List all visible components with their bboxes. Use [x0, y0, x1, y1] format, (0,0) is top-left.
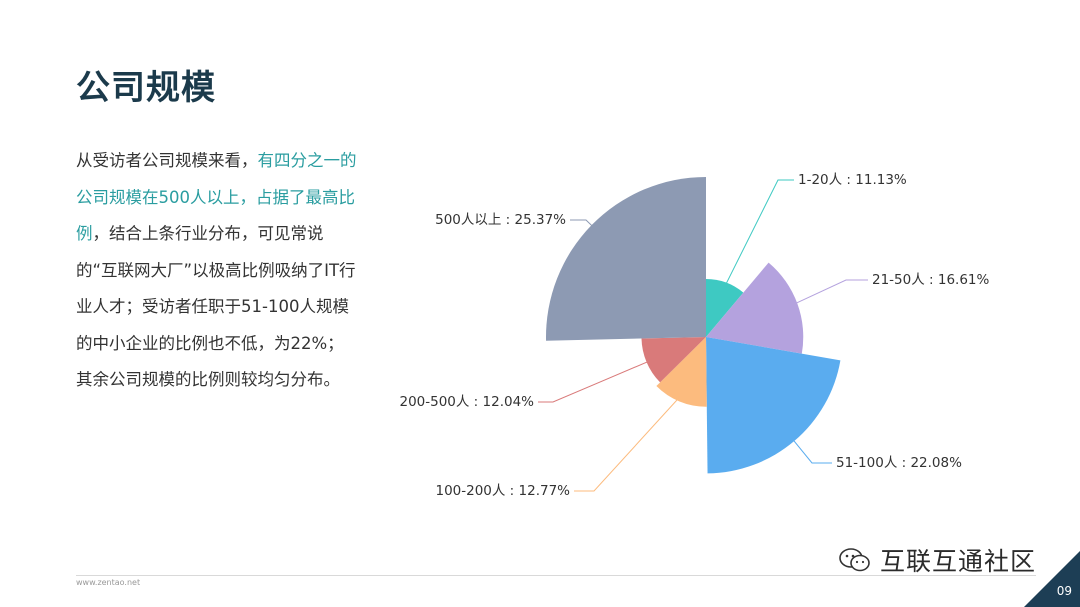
slice-label-3: 51-100人 : 22.08% [836, 455, 962, 471]
pie-slice-4 [656, 337, 707, 407]
footer-divider [76, 575, 1036, 576]
description-text-2: ，结合上条行业分布，可见常说的“互联网大厂”以极高比例吸纳了IT行业人才；受访者… [76, 224, 356, 389]
leader-line-3 [783, 428, 832, 464]
rose-pie-chart: 1-20人 : 11.13% 21-50人 : 16.61% 51-100人 : 2… [399, 172, 990, 499]
pie-slice-3 [706, 337, 841, 474]
description-text-1: 从受访者公司规模来看， [76, 151, 258, 170]
description-paragraph: 从受访者公司规模来看，有四分之一的公司规模在500人以上，占据了最高比例，结合上… [76, 143, 358, 399]
slice-label-2: 21-50人 : 16.61% [872, 272, 990, 288]
wechat-icon [839, 548, 870, 572]
leader-line-5 [538, 358, 654, 403]
pie-slice-2 [706, 262, 804, 354]
pie-slice-6 [546, 177, 706, 341]
pie-slice-1 [706, 279, 744, 337]
slice-label-1: 1-20人 : 11.13% [798, 172, 907, 188]
slice-label-6: 500人以上 : 25.37% [435, 212, 566, 228]
leader-line-1 [723, 179, 794, 290]
watermark-text: 互联互通社区 [880, 547, 1037, 576]
leader-line-4 [574, 393, 684, 492]
watermark: 互联互通社区 [838, 542, 1036, 578]
leader-line-2 [786, 279, 868, 309]
pie-slice-5 [641, 337, 706, 383]
slice-label-5: 200-500人 : 12.04% [399, 394, 534, 410]
corner-decoration [1024, 551, 1080, 607]
page-title: 公司规模 [76, 68, 216, 108]
page-number: 09 [1056, 584, 1072, 598]
leader-line-6 [570, 219, 606, 239]
footer-url: www.zentao.net [76, 578, 141, 587]
description-highlight: 有四分之一的公司规模在500人以上，占据了最高比例 [76, 151, 357, 243]
slice-label-4: 100-200人 : 12.77% [435, 483, 570, 499]
